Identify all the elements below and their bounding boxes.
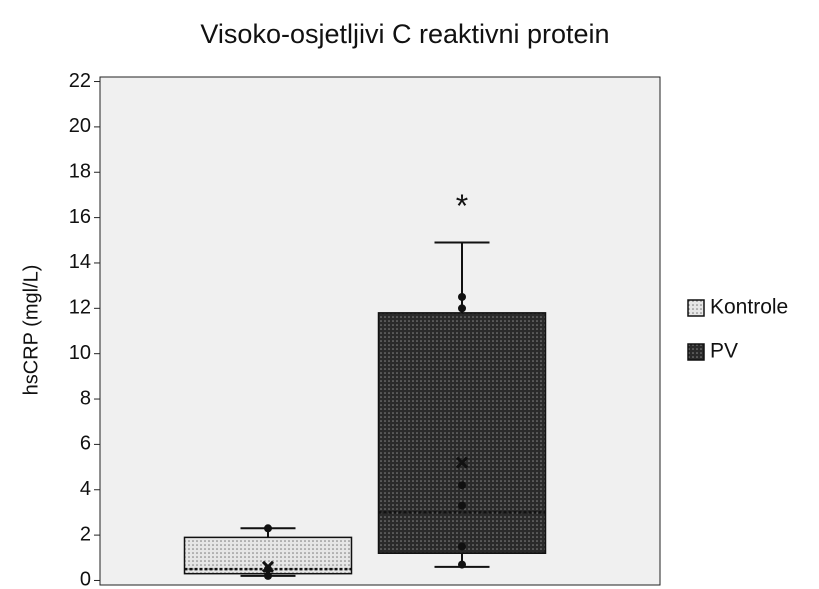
legend-swatch: [687, 299, 705, 317]
y-tick-label: 2: [80, 523, 91, 545]
y-tick-label: 14: [69, 251, 91, 273]
y-axis-label: hsCRP (mgl/L): [20, 265, 42, 396]
legend-swatch: [687, 343, 705, 361]
y-tick-label: 12: [69, 297, 91, 319]
y-tick-label: 8: [80, 387, 91, 409]
y-tick-label: 16: [69, 206, 91, 228]
legend-label: Kontrole: [710, 296, 788, 319]
y-tick-label: 4: [80, 478, 91, 500]
y-tick-label: 20: [69, 115, 91, 137]
y-tick-label: 0: [80, 569, 91, 589]
point: [458, 481, 466, 490]
point: [458, 292, 466, 301]
point: [458, 304, 466, 313]
point: [458, 501, 466, 510]
chart-title: Visoko-osjetljivi C reaktivni protein: [200, 19, 609, 49]
y-tick-label: 22: [69, 70, 91, 92]
annotation: *: [456, 188, 468, 224]
y-tick-label: 18: [69, 161, 91, 183]
point: [264, 571, 272, 580]
point: [458, 542, 466, 551]
legend-label: PV: [710, 340, 738, 363]
y-tick-label: 6: [80, 433, 91, 455]
y-tick-label: 10: [69, 342, 91, 364]
mean-marker: [261, 560, 275, 573]
point: [264, 524, 272, 533]
box: [377, 312, 547, 554]
mean-marker: [455, 456, 469, 469]
point: [458, 560, 466, 569]
